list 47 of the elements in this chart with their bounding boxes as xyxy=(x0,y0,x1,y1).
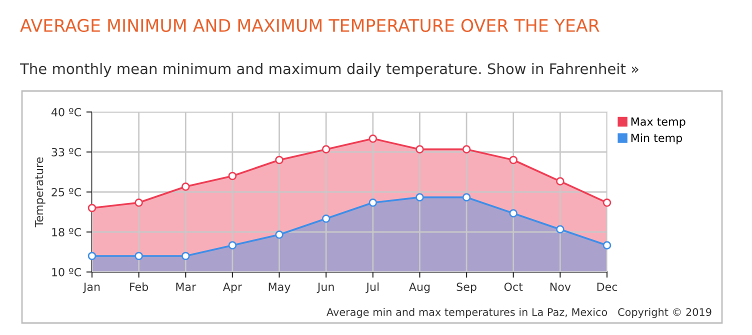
point xyxy=(602,241,612,250)
x-tick-label: Feb xyxy=(130,282,148,292)
x-tick-label: Mar xyxy=(176,282,196,292)
point xyxy=(181,182,190,191)
point xyxy=(416,145,424,154)
x-tick-label: Sep xyxy=(456,282,476,294)
point xyxy=(602,198,612,207)
point xyxy=(134,198,143,207)
x-tick-label: Jan xyxy=(82,282,100,294)
point xyxy=(322,145,330,154)
point xyxy=(228,172,237,180)
point xyxy=(275,230,284,239)
legend-label: Min temp xyxy=(631,134,682,144)
point xyxy=(228,241,237,250)
x-tick-label: Jul xyxy=(366,282,379,294)
point xyxy=(509,156,518,164)
point xyxy=(416,193,424,202)
y-tick-label: 33 ºC xyxy=(52,148,81,156)
x-tick-label: Nov xyxy=(550,282,571,292)
point xyxy=(181,252,190,260)
y-axis-title: Temperature xyxy=(34,157,46,228)
x-tick-label: Aug xyxy=(408,282,430,294)
x-tick-label: Dec xyxy=(597,282,618,292)
point xyxy=(88,204,96,212)
y-tick-label: 40 ºC xyxy=(51,108,81,116)
point xyxy=(134,252,143,260)
chart-title: AVERAGE MINIMUM AND MAXIMUM TEMPERATURE OVER THE YEAR xyxy=(20,18,600,32)
x-tick-label: Apr xyxy=(222,282,242,294)
chart-subtitle: The monthly mean minimum and maximum daily temperature. Show in Fahrenheit » xyxy=(20,62,638,78)
text: Average min and max temperatures in La Paz, Mexico Copyright © 2019 xyxy=(326,308,712,318)
point xyxy=(509,209,518,218)
point xyxy=(462,193,471,202)
y-tick-label: 10 ºC xyxy=(52,268,81,276)
point xyxy=(275,156,284,164)
legend-label: Max temp xyxy=(631,118,686,128)
point xyxy=(368,134,378,143)
x-tick-label: May xyxy=(268,282,290,294)
y-tick-label: 18 ºC xyxy=(52,228,81,236)
x-tick-label: Jun xyxy=(316,282,334,294)
point xyxy=(368,198,378,207)
point xyxy=(556,177,564,186)
point xyxy=(462,145,471,154)
point xyxy=(556,225,564,234)
point xyxy=(322,214,330,223)
x-tick-label: Oct xyxy=(504,282,523,292)
y-tick-label: 25 ºC xyxy=(52,188,81,196)
point xyxy=(88,252,96,260)
